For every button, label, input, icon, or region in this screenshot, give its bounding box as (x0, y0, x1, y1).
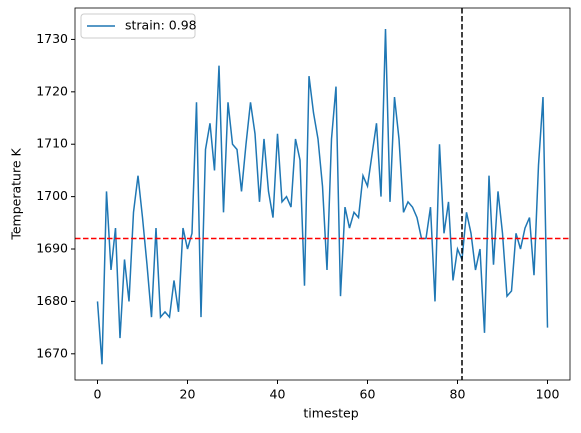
x-tick-label: 0 (94, 387, 102, 402)
x-tick-label: 80 (450, 387, 466, 402)
x-axis-label: timestep (303, 406, 358, 421)
plot-frame (74, 7, 571, 381)
y-tick-label: 1670 (36, 345, 68, 360)
y-tick-label: 1690 (36, 241, 68, 256)
y-tick-label: 1710 (36, 136, 68, 151)
legend-box (80, 13, 196, 39)
x-tick-label: 60 (360, 387, 376, 402)
legend-label: strain: 0.98 (125, 18, 197, 33)
y-tick-label: 1680 (36, 293, 68, 308)
y-axis-label: Temperature K (9, 148, 24, 241)
line (96, 28, 549, 365)
x-tick-label: 40 (270, 387, 286, 402)
x-tick-label: 100 (536, 387, 560, 402)
y-tick-label: 1730 (36, 31, 68, 46)
y-tick-label: 1700 (36, 188, 68, 203)
x-tick-label: 20 (180, 387, 196, 402)
y-tick-label: 1720 (36, 83, 68, 98)
